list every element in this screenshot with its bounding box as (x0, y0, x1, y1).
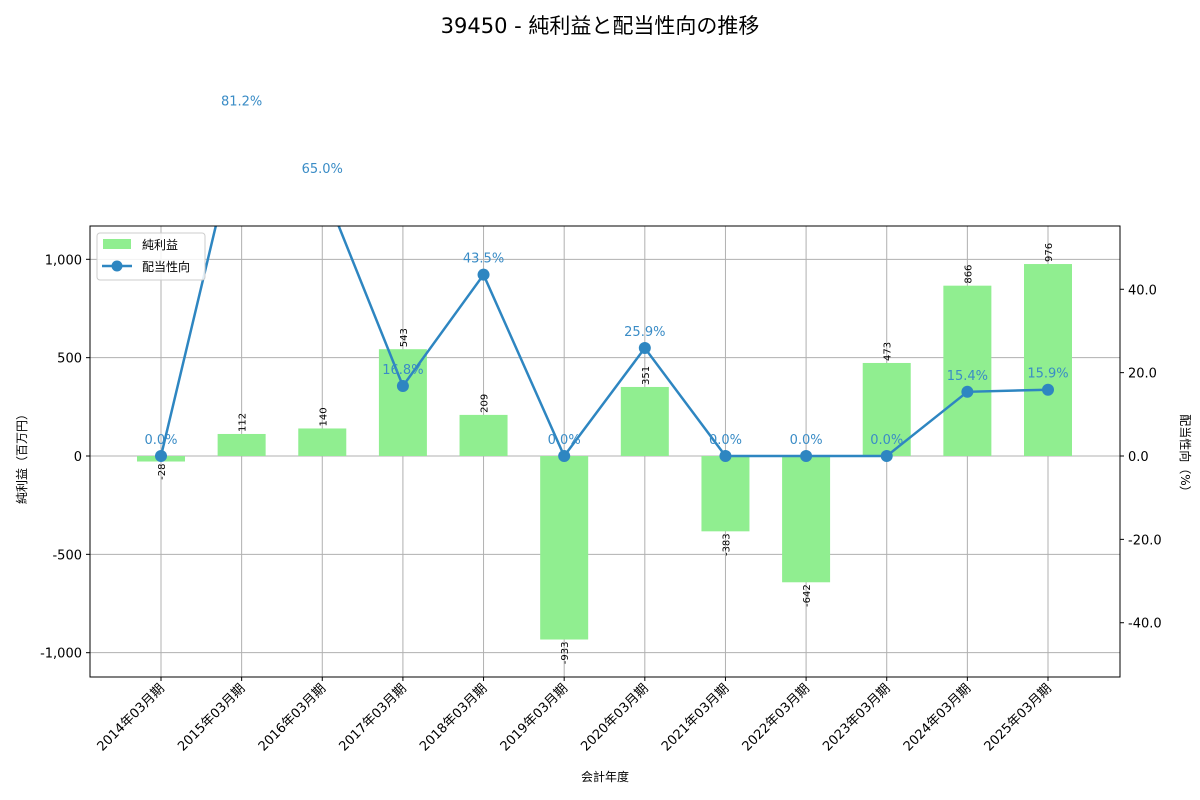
x-tick-label: 2016年03月期 (256, 681, 329, 754)
bar[interactable] (943, 285, 992, 456)
left-y-axis: -1,000 -500 0 500 1,000 (40, 253, 90, 662)
bar-value-label: -933 (560, 642, 571, 665)
x-axis: 2014年03月期 2015年03月期 2016年03月期 2017年03月期 2018… (95, 677, 1055, 755)
bar-value-label: -28 (157, 464, 168, 480)
bar[interactable] (701, 456, 750, 532)
payout-value-label: 0.0% (144, 433, 177, 448)
bar-value-label: 209 (480, 394, 491, 413)
y2-tick-label: -20.0 (1128, 533, 1162, 548)
legend[interactable]: 純利益 配当性向 (96, 232, 206, 281)
payout-value-label: 0.0% (790, 433, 823, 448)
x-tick-label: 2025年03月期 (982, 681, 1055, 754)
bar[interactable] (782, 456, 831, 583)
net-income-bars (137, 264, 1072, 640)
legend-marker-icon (111, 260, 123, 272)
y2-tick-label: 20.0 (1128, 367, 1157, 382)
payout-ratio-line (155, 226, 1054, 462)
legend-bar-swatch (103, 239, 131, 249)
bar-value-label: 140 (318, 407, 329, 426)
bar[interactable] (540, 456, 589, 640)
x-tick-label: 2018年03月期 (417, 681, 490, 754)
bar[interactable] (1024, 264, 1072, 456)
line-marker[interactable] (961, 385, 974, 398)
x-axis-label: 会計年度 (581, 769, 629, 784)
bar-value-labels: -28 112 140 543 209 -933 351 -383 -642 473 866 976 (157, 243, 1055, 664)
right-y-axis: -40.0 -20.0 0.0 20.0 40.0 (1120, 283, 1162, 632)
legend-label-net-income: 純利益 (142, 238, 178, 252)
x-tick-label: 2015年03月期 (175, 681, 248, 754)
bar[interactable] (217, 433, 266, 456)
x-tick-label: 2020年03月期 (578, 681, 651, 754)
bar-value-label: 112 (238, 413, 249, 432)
x-tick-label: 2023年03月期 (820, 681, 893, 754)
bar-value-label: 976 (1044, 243, 1055, 262)
payout-value-label: 0.0% (709, 433, 742, 448)
payout-value-label: 0.0% (548, 433, 581, 448)
plot-frame (89, 225, 1121, 678)
y-tick-label: 1,000 (45, 253, 82, 268)
x-tick-label: 2014年03月期 (95, 681, 168, 754)
line-marker[interactable] (558, 450, 571, 462)
bar[interactable] (298, 428, 347, 456)
bar-value-label: 543 (399, 328, 410, 347)
x-tick-label: 2024年03月期 (901, 681, 974, 754)
line-marker[interactable] (1042, 383, 1054, 396)
bar-value-label: 866 (963, 265, 974, 284)
payout-ratio-labels: 0.0% 81.2% 65.0% 16.8% 43.5% 0.0% 25.9% 0.0% 0.0… (144, 95, 1068, 448)
payout-line (159, 226, 1049, 459)
legend-label-payout: 配当性向 (142, 259, 190, 274)
line-marker[interactable] (155, 450, 167, 462)
y-tick-label: 0 (74, 450, 82, 465)
line-marker[interactable] (396, 379, 409, 392)
chart-title: 39450 - 純利益と配当性向の推移 (441, 14, 760, 38)
payout-value-label: 25.9% (624, 325, 665, 340)
line-marker[interactable] (638, 342, 651, 355)
y-tick-label: 500 (57, 352, 82, 367)
line-marker[interactable] (800, 450, 813, 462)
bar-value-label: 351 (641, 366, 652, 385)
bar[interactable] (459, 414, 508, 456)
bar-value-label: -383 (721, 533, 732, 556)
y2-tick-label: 40.0 (1128, 283, 1157, 298)
y2-axis-label: 配当性向（%） (1178, 414, 1193, 497)
payout-value-label: 0.0% (870, 433, 903, 448)
y-axis-label: 純利益（百万円） (15, 408, 29, 504)
y2-tick-label: 0.0 (1128, 450, 1149, 465)
x-tick-label: 2021年03月期 (659, 681, 732, 754)
line-marker[interactable] (880, 450, 893, 462)
line-marker[interactable] (719, 450, 732, 462)
payout-value-label: 15.4% (947, 369, 988, 384)
payout-value-label: 43.5% (463, 252, 504, 267)
line-marker[interactable] (477, 268, 490, 281)
payout-value-label: 81.2% (221, 95, 262, 110)
y-tick-label: -500 (52, 548, 82, 563)
payout-value-label: 65.0% (302, 162, 343, 177)
x-tick-label: 2022年03月期 (740, 681, 813, 754)
y-tick-label: -1,000 (40, 647, 82, 662)
payout-value-label: 15.9% (1027, 367, 1068, 382)
x-tick-label: 2017年03月期 (336, 681, 409, 754)
bar[interactable] (862, 362, 911, 456)
x-tick-label: 2019年03月期 (498, 681, 571, 754)
y2-tick-label: -40.0 (1128, 617, 1162, 632)
bar[interactable] (378, 349, 427, 456)
bar-value-label: 473 (883, 342, 894, 361)
payout-value-label: 16.8% (382, 363, 423, 378)
bar[interactable] (620, 386, 669, 456)
bar-value-label: -642 (802, 584, 813, 607)
